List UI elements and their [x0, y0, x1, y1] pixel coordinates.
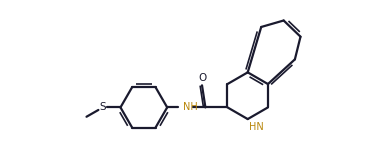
- Text: HN: HN: [249, 122, 264, 132]
- Text: S: S: [99, 102, 106, 112]
- Text: O: O: [198, 73, 206, 83]
- Text: NH: NH: [183, 102, 198, 112]
